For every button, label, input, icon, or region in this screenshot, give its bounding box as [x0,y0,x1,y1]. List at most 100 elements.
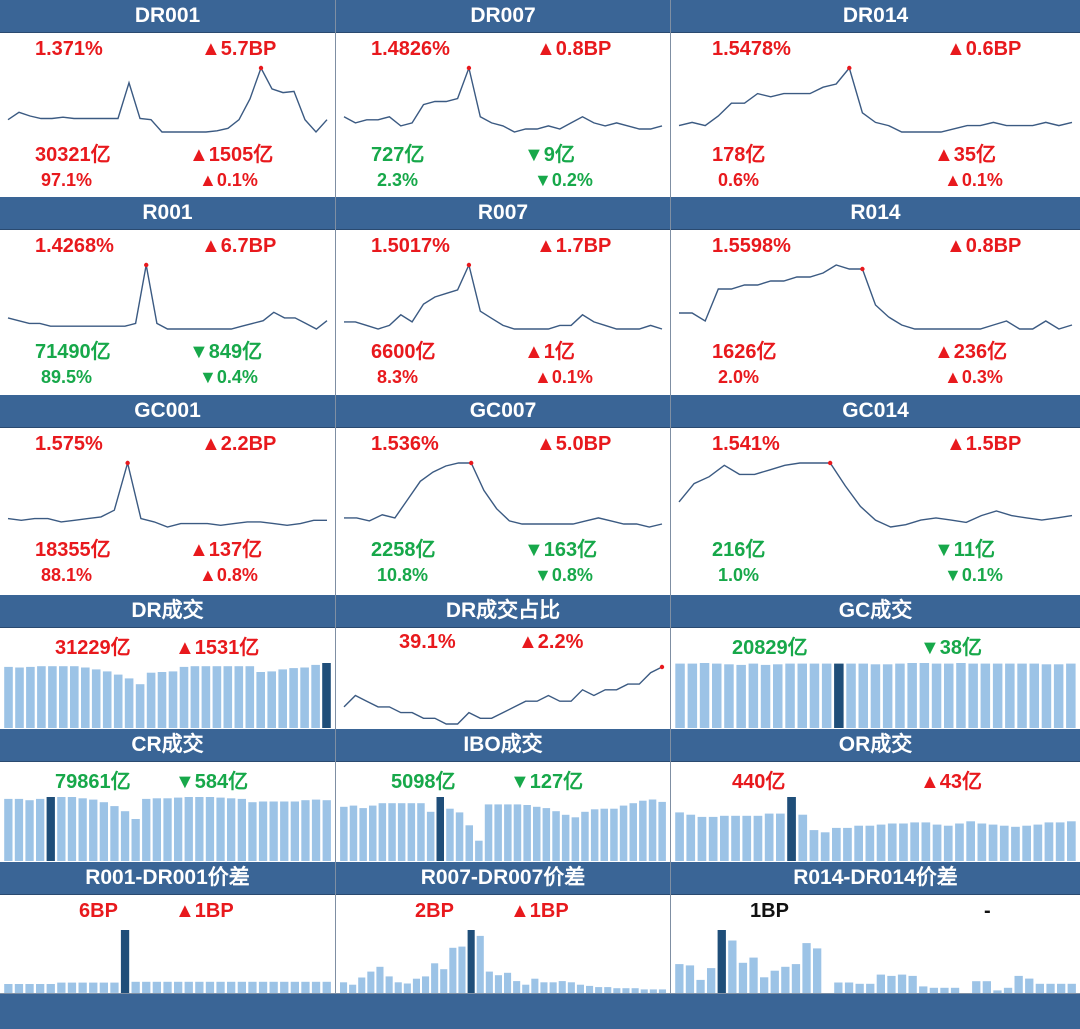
volume-change: ▼584亿 [175,771,249,793]
peak-point [827,460,833,466]
bar [36,984,45,993]
bar [227,798,236,861]
volume-value: 2258亿 [371,539,436,561]
bar [311,664,320,728]
rate-sparkline [343,65,663,133]
bar [955,823,964,861]
share-value: 1.0% [718,565,760,585]
bar [412,978,420,993]
bar [907,663,917,728]
series-line [7,460,327,528]
bar [36,798,45,861]
bar [753,815,763,861]
bar [728,940,737,993]
ratio-value: 39.1% [399,631,456,653]
volume-change: ▲1亿 [524,341,575,363]
bar [367,971,375,993]
panel-r014: R014 1.5598% ▲0.8BP 1626亿 ▲236亿 2.0% ▲0.3% [671,197,1080,394]
bar [571,817,580,861]
bar [37,666,46,728]
bar [142,981,151,993]
bar [168,671,178,728]
bar [417,803,425,861]
panel-dr001: DR001 1.371% ▲5.7BP 30321亿 ▲1505亿 97.1% ▲0.1% [0,0,335,196]
panel-cr-: CR成交 79861亿 ▼584亿 [0,729,335,861]
volume-change: ▲137亿 [189,539,263,561]
bar [846,663,856,728]
bar [773,664,783,728]
bar [613,988,621,993]
bar [256,672,265,728]
share-value: 97.1% [41,170,93,190]
share-change: ▼0.8% [534,565,593,585]
column-separator [335,0,336,1028]
bar [882,664,893,728]
bar [542,808,551,861]
bar [943,825,953,861]
bar [59,666,68,728]
bar [1067,983,1076,993]
bar [576,984,584,993]
bar [216,797,225,861]
bar [248,981,257,993]
bar-highlight [322,663,331,728]
bar [809,830,819,861]
bar [600,808,608,861]
bar [4,798,13,861]
series-line [344,262,663,330]
spread-value: 2BP [415,900,454,922]
rate-sparkline [7,460,327,528]
series-line [678,66,1073,133]
bar [67,797,77,861]
spread-change: ▲1BP [510,900,569,922]
bar [212,666,222,728]
share-change: ▲0.1% [199,170,258,190]
bar [57,797,66,861]
share-value: 0.6% [718,170,760,190]
bar [770,970,779,993]
bar [157,672,167,728]
panel-gc007: GC007 1.536% ▲5.0BP 2258亿 ▼163亿 10.8% ▼0.8% [336,395,670,594]
bar [227,981,236,993]
volume-change: ▼127亿 [510,771,584,793]
series-line [7,66,328,134]
peak-point [847,65,852,71]
bar [821,663,832,728]
bar [289,668,298,728]
panel-title: R001 [0,197,335,230]
panel-title: DR007 [336,0,670,33]
bar [4,666,13,728]
bar [135,684,145,728]
bar [640,989,648,993]
panel-title: GC001 [0,395,335,428]
share-value: 89.5% [41,367,93,387]
bar [1005,663,1015,728]
bar [1029,663,1039,728]
panel-r007: R007 1.5017% ▲1.7BP 6600亿 ▲1亿 8.3% ▲0.1% [336,197,670,394]
bar [422,976,430,993]
bar [686,814,696,861]
bar [237,798,246,861]
volume-value: 79861亿 [55,771,131,793]
bar-highlight [717,930,726,993]
bar [513,981,521,993]
bar [540,982,548,993]
bar [1025,978,1034,993]
bar [494,804,502,861]
bar [78,798,87,861]
bar [988,824,998,861]
bar [378,803,387,861]
panel-title: DR成交占比 [336,595,670,628]
bar [301,981,310,993]
bar [720,815,729,861]
bar [311,799,321,861]
share-change: ▼0.4% [199,367,258,387]
volume-value: 440亿 [732,771,786,793]
bar [687,663,698,728]
bar [619,805,628,861]
panel-or-: OR成交 440亿 ▲43亿 [671,729,1080,861]
rate-value: 1.5598% [712,235,791,257]
bar [26,666,35,728]
ratio-change: ▲2.2% [518,631,584,653]
